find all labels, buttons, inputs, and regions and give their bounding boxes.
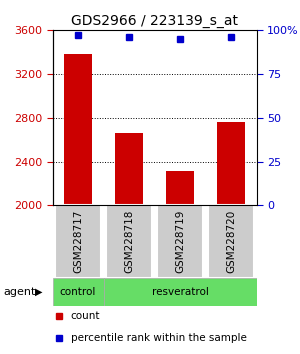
Bar bbox=[52, 278, 104, 306]
Text: ▶: ▶ bbox=[34, 287, 42, 297]
Bar bbox=[115, 133, 143, 205]
Bar bbox=[208, 205, 254, 278]
Bar bbox=[217, 122, 245, 205]
Text: GSM228719: GSM228719 bbox=[175, 210, 185, 273]
Text: GSM228717: GSM228717 bbox=[73, 210, 83, 273]
Text: GSM228720: GSM228720 bbox=[226, 210, 236, 273]
Title: GDS2966 / 223139_s_at: GDS2966 / 223139_s_at bbox=[71, 14, 238, 28]
Text: resveratrol: resveratrol bbox=[152, 287, 208, 297]
Text: control: control bbox=[60, 287, 96, 297]
Bar bbox=[157, 205, 203, 278]
Text: percentile rank within the sample: percentile rank within the sample bbox=[71, 333, 247, 343]
Bar bbox=[64, 54, 92, 205]
Bar bbox=[166, 171, 194, 205]
Bar bbox=[55, 205, 101, 278]
Text: GSM228718: GSM228718 bbox=[124, 210, 134, 273]
Bar bbox=[103, 278, 256, 306]
Bar bbox=[106, 205, 152, 278]
Text: count: count bbox=[71, 311, 100, 321]
Text: agent: agent bbox=[3, 287, 35, 297]
